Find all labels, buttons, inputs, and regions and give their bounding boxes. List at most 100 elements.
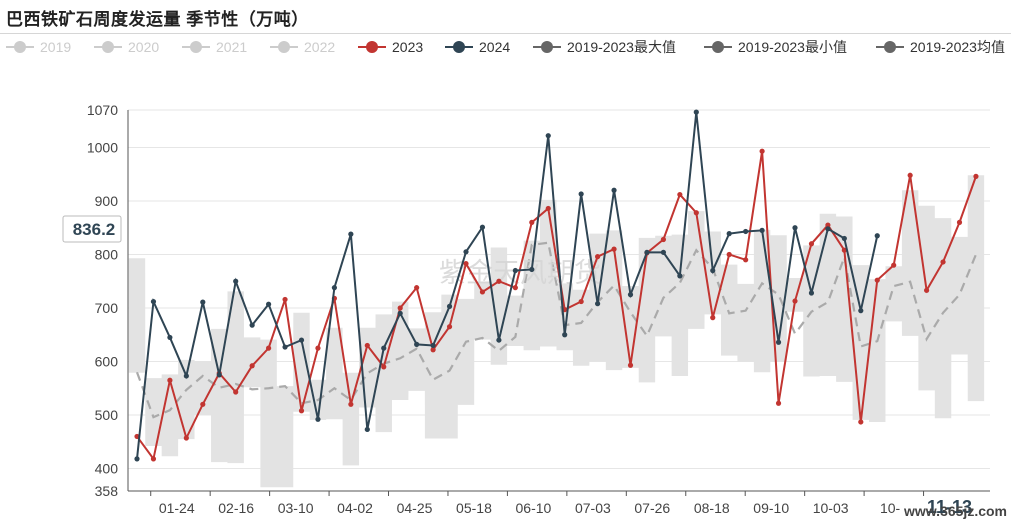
legend-item-2019-2023均值[interactable]: 2019-2023均值: [876, 39, 1005, 55]
point-2024[interactable]: [743, 228, 749, 235]
point-2023[interactable]: [677, 191, 683, 198]
point-2024[interactable]: [216, 372, 222, 378]
point-2023[interactable]: [446, 324, 453, 330]
point-2023[interactable]: [200, 401, 206, 407]
point-2024[interactable]: [249, 322, 255, 328]
point-2024[interactable]: [348, 231, 354, 237]
point-2024[interactable]: [331, 285, 337, 291]
point-2024[interactable]: [775, 339, 782, 345]
point-2024[interactable]: [595, 301, 601, 307]
point-2023[interactable]: [463, 260, 469, 267]
point-2024[interactable]: [792, 225, 798, 231]
point-2024[interactable]: [397, 310, 403, 316]
point-2023[interactable]: [808, 241, 815, 247]
point-2024[interactable]: [233, 278, 239, 284]
point-2023[interactable]: [233, 389, 239, 395]
point-2024[interactable]: [479, 224, 486, 230]
point-2024[interactable]: [693, 109, 699, 115]
point-2023[interactable]: [315, 345, 321, 351]
point-2023[interactable]: [298, 408, 305, 414]
point-2023[interactable]: [792, 298, 798, 304]
point-2024[interactable]: [150, 298, 157, 305]
point-2023[interactable]: [891, 262, 897, 268]
point-2024[interactable]: [381, 345, 387, 351]
point-2023[interactable]: [611, 246, 617, 252]
point-2024[interactable]: [200, 299, 206, 305]
point-2023[interactable]: [282, 296, 288, 303]
legend-item-2020[interactable]: 2020: [94, 39, 159, 55]
legend-item-2021[interactable]: 2021: [182, 39, 247, 55]
point-2024[interactable]: [364, 426, 370, 433]
point-2023[interactable]: [512, 285, 518, 291]
point-2023[interactable]: [430, 347, 436, 353]
point-2024[interactable]: [529, 266, 535, 273]
point-2024[interactable]: [759, 227, 765, 234]
point-2024[interactable]: [282, 344, 288, 350]
point-2023[interactable]: [627, 362, 634, 368]
point-2024[interactable]: [841, 235, 847, 242]
legend-item-2023[interactable]: 2023: [358, 39, 423, 55]
point-2023[interactable]: [924, 287, 930, 293]
point-2024[interactable]: [627, 292, 634, 298]
point-2024[interactable]: [545, 133, 551, 139]
point-2023[interactable]: [529, 219, 535, 225]
point-2023[interactable]: [595, 254, 601, 260]
point-2024[interactable]: [167, 334, 173, 341]
point-2024[interactable]: [562, 332, 568, 338]
point-2024[interactable]: [463, 249, 469, 255]
point-2023[interactable]: [479, 289, 486, 295]
chart-legend[interactable]: 2019 2020 2021 2022 2023 2024 2019-2023最大值 2019…: [6, 39, 1005, 55]
point-2023[interactable]: [940, 259, 946, 265]
point-2024[interactable]: [496, 337, 502, 343]
point-2023[interactable]: [775, 400, 782, 406]
point-2024[interactable]: [430, 342, 436, 349]
point-2023[interactable]: [545, 205, 551, 212]
point-2024[interactable]: [512, 267, 518, 274]
point-2023[interactable]: [956, 219, 963, 225]
point-2024[interactable]: [611, 187, 617, 193]
point-2023[interactable]: [693, 210, 699, 216]
point-2024[interactable]: [183, 373, 189, 379]
point-2024[interactable]: [414, 341, 420, 347]
point-2023[interactable]: [973, 173, 979, 179]
point-2024[interactable]: [874, 233, 880, 239]
point-2023[interactable]: [348, 401, 354, 407]
point-2023[interactable]: [858, 419, 864, 425]
point-2023[interactable]: [364, 342, 370, 349]
point-2023[interactable]: [710, 315, 716, 321]
point-2023[interactable]: [150, 456, 157, 462]
point-2023[interactable]: [726, 251, 732, 258]
point-2024[interactable]: [298, 337, 305, 343]
point-2024[interactable]: [266, 301, 272, 307]
point-2023[interactable]: [759, 148, 765, 154]
point-2023[interactable]: [841, 247, 847, 253]
point-2023[interactable]: [249, 363, 255, 369]
legend-item-2019[interactable]: 2019: [6, 39, 71, 55]
point-2024[interactable]: [710, 267, 716, 274]
point-2023[interactable]: [183, 435, 189, 441]
point-2024[interactable]: [315, 416, 321, 422]
point-2023[interactable]: [825, 222, 831, 228]
point-2024[interactable]: [660, 249, 667, 255]
point-2024[interactable]: [808, 290, 815, 296]
point-2023[interactable]: [496, 278, 502, 284]
series-lines[interactable]: [134, 109, 979, 462]
point-2023[interactable]: [578, 298, 584, 305]
point-2024[interactable]: [726, 231, 732, 237]
point-2023[interactable]: [266, 345, 272, 351]
point-2023[interactable]: [743, 257, 749, 263]
point-2023[interactable]: [167, 377, 173, 383]
legend-item-2019-2023最小值[interactable]: 2019-2023最小值: [704, 39, 847, 55]
point-2023[interactable]: [874, 277, 880, 283]
point-2023[interactable]: [660, 236, 667, 243]
legend-item-2019-2023最大值[interactable]: 2019-2023最大值: [533, 39, 676, 55]
point-2023[interactable]: [397, 305, 403, 311]
point-2023[interactable]: [381, 364, 387, 370]
point-2024[interactable]: [644, 249, 650, 255]
point-2023[interactable]: [907, 172, 913, 178]
point-2023[interactable]: [414, 285, 420, 291]
point-2024[interactable]: [578, 191, 584, 197]
legend-item-2024[interactable]: 2024: [445, 39, 510, 55]
series-2024[interactable]: [134, 109, 880, 462]
